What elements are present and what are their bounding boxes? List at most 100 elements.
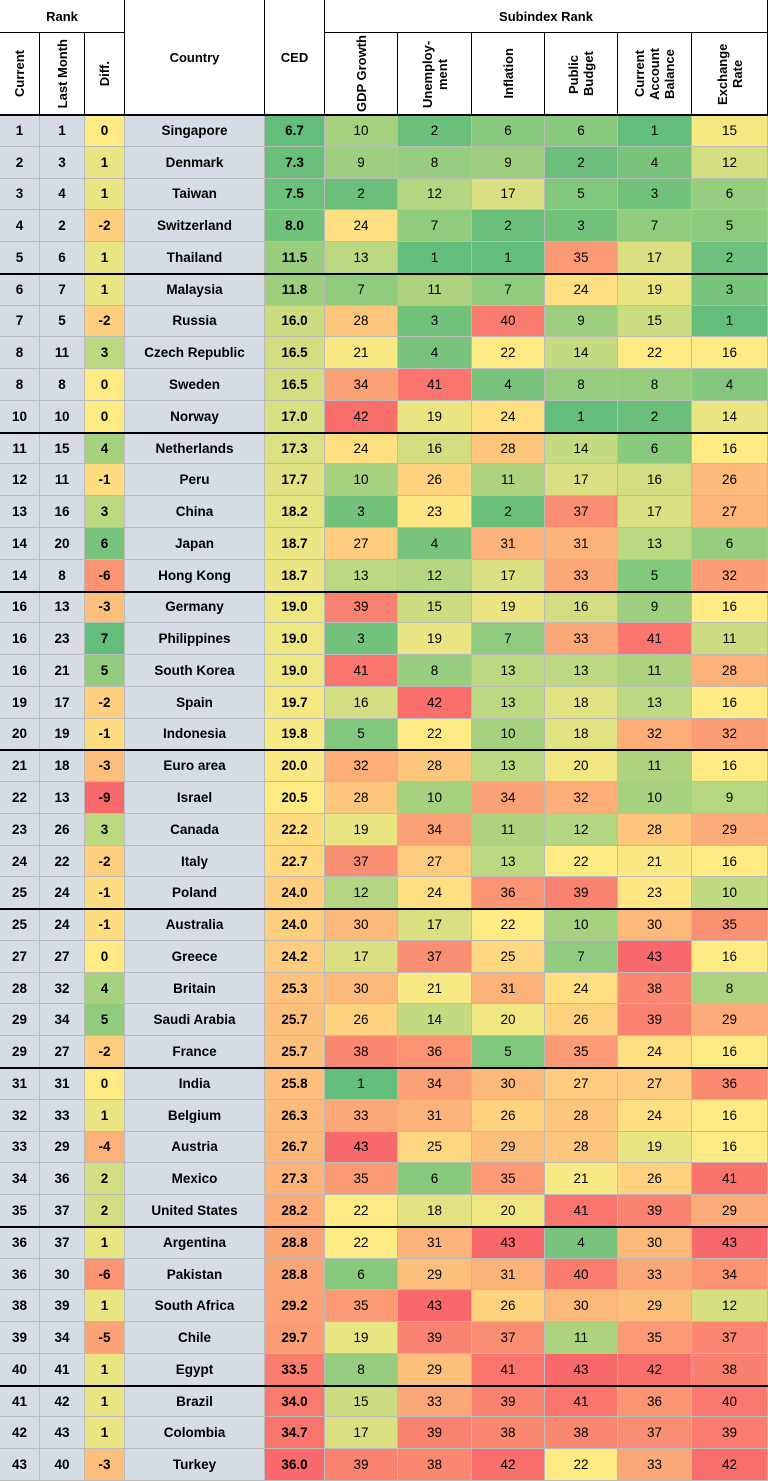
value-cell: 28 (472, 432, 545, 465)
value-cell: 18.7 (265, 527, 325, 560)
value-cell: 2 (618, 400, 692, 433)
value-cell: 13 (472, 655, 545, 687)
value-cell: 17 (472, 178, 545, 211)
value-cell: 32 (618, 718, 692, 751)
value-cell: 4 (618, 146, 692, 179)
value-cell: 6 (692, 178, 768, 211)
value-cell: 39 (325, 591, 398, 624)
value-cell: 31 (472, 1258, 545, 1291)
value-cell: 13 (40, 782, 85, 814)
country-cell: Singapore (125, 115, 265, 147)
value-cell: 19 (618, 1131, 692, 1164)
value-cell: 7 (85, 623, 125, 656)
value-cell: 10 (325, 464, 398, 497)
country-cell: Israel (125, 782, 265, 814)
value-cell: 25 (398, 1131, 472, 1164)
value-cell: 20 (472, 1004, 545, 1037)
value-cell: 10 (472, 718, 545, 751)
value-cell: 43 (325, 1131, 398, 1164)
value-cell: 34 (40, 1004, 85, 1037)
value-cell: 39 (325, 1449, 398, 1481)
value-cell: 30 (618, 1226, 692, 1259)
group-separator (0, 590, 768, 593)
value-cell: 11 (0, 432, 40, 465)
value-cell: 0 (85, 115, 125, 147)
value-cell: 31 (398, 1099, 472, 1132)
value-cell: 18 (545, 686, 618, 719)
value-cell: 6.7 (265, 115, 325, 147)
value-cell: 17 (472, 559, 545, 592)
value-cell: 16.0 (265, 305, 325, 338)
value-cell: 1 (618, 115, 692, 147)
value-cell: 38 (692, 1353, 768, 1386)
column-label: GDP Growth (353, 34, 369, 113)
country-cell: Euro area (125, 750, 265, 783)
value-cell: 41 (472, 1353, 545, 1386)
value-cell: 43 (545, 1353, 618, 1386)
value-cell: 42 (40, 1385, 85, 1418)
value-cell: 27 (40, 1036, 85, 1069)
value-cell: 22 (472, 909, 545, 941)
value-cell: 29 (0, 1004, 40, 1037)
value-cell: 17 (325, 1417, 398, 1450)
value-cell: 27 (0, 940, 40, 973)
value-cell: 27 (618, 1068, 692, 1100)
value-cell: 2 (472, 496, 545, 528)
value-cell: 41 (545, 1195, 618, 1227)
column-header: Country (125, 0, 265, 115)
value-cell: 27 (325, 527, 398, 560)
value-cell: 1 (85, 242, 125, 274)
value-cell: 40 (472, 305, 545, 338)
value-cell: 39 (398, 1417, 472, 1450)
value-cell: 8 (325, 1353, 398, 1386)
value-cell: 32 (0, 1099, 40, 1132)
value-cell: 23 (40, 623, 85, 656)
value-cell: 19.7 (265, 686, 325, 719)
value-cell: 2 (325, 178, 398, 211)
value-cell: 37 (545, 496, 618, 528)
value-cell: 7.3 (265, 146, 325, 179)
value-cell: 4 (85, 432, 125, 465)
value-cell: 18 (545, 718, 618, 751)
value-cell: 24.2 (265, 940, 325, 973)
value-cell: 29 (40, 1131, 85, 1164)
value-cell: 36 (0, 1226, 40, 1259)
value-cell: 23 (0, 813, 40, 846)
value-cell: 0 (85, 400, 125, 433)
value-cell: 14 (692, 400, 768, 433)
value-cell: 23 (398, 496, 472, 528)
value-cell: 2 (0, 146, 40, 179)
value-cell: 34 (472, 782, 545, 814)
value-cell: 34 (692, 1258, 768, 1291)
value-cell: 41 (618, 623, 692, 656)
value-cell: 29 (692, 1195, 768, 1227)
value-cell: 11 (618, 655, 692, 687)
value-cell: 40 (692, 1385, 768, 1418)
value-cell: 3 (325, 623, 398, 656)
value-cell: -2 (85, 686, 125, 719)
value-cell: 1 (0, 115, 40, 147)
country-cell: Japan (125, 527, 265, 560)
value-cell: 28.2 (265, 1195, 325, 1227)
value-cell: 34 (398, 813, 472, 846)
value-cell: 29 (398, 1258, 472, 1291)
value-cell: 28 (398, 750, 472, 783)
value-cell: 37 (692, 1322, 768, 1354)
column-header: Inflation (472, 33, 545, 115)
value-cell: 12 (325, 877, 398, 910)
value-cell: 1 (85, 1226, 125, 1259)
value-cell: 22.2 (265, 813, 325, 846)
value-cell: 20 (40, 527, 85, 560)
value-cell: 13 (472, 845, 545, 878)
value-cell: 30 (325, 972, 398, 1005)
country-cell: Colombia (125, 1417, 265, 1450)
value-cell: 33 (545, 559, 618, 592)
value-cell: 29 (398, 1353, 472, 1386)
value-cell: 34.0 (265, 1385, 325, 1418)
country-cell: Chile (125, 1322, 265, 1354)
value-cell: 16 (692, 940, 768, 973)
value-cell: 17 (618, 496, 692, 528)
value-cell: 24 (618, 1099, 692, 1132)
column-header: Public Budget (545, 33, 618, 115)
